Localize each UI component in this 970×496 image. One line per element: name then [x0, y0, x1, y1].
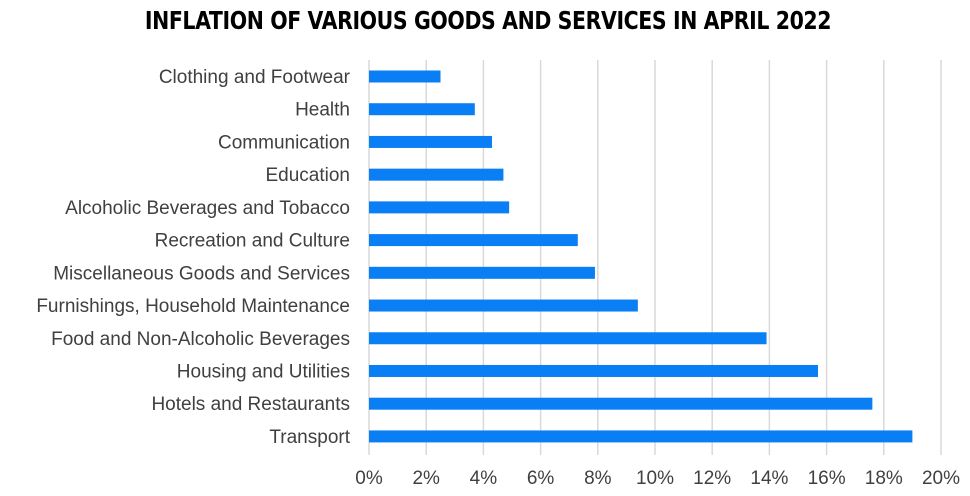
- x-tick-label: 2%: [412, 468, 440, 489]
- category-label: Miscellaneous Goods and Services: [53, 263, 350, 284]
- category-label: Alcoholic Beverages and Tobacco: [65, 198, 350, 219]
- category-label: Housing and Utilities: [177, 361, 350, 382]
- bar: [369, 201, 510, 214]
- bar: [369, 135, 492, 148]
- category-label: Furnishings, Household Maintenance: [36, 296, 350, 317]
- x-tick-label: 8%: [584, 468, 612, 489]
- x-tick-label: 18%: [865, 468, 903, 489]
- x-axis-tick-labels: 0% 2% 4% 6% 8% 10% 12% 14% 16% 18% 20%: [355, 468, 960, 489]
- x-tick-label: 4%: [470, 468, 498, 489]
- gridlines: [368, 60, 942, 455]
- category-label: Communication: [218, 132, 350, 153]
- bar: [369, 234, 578, 247]
- bar: [369, 332, 767, 345]
- category-label: Transport: [269, 427, 350, 448]
- category-label: Education: [265, 165, 350, 186]
- category-label: Recreation and Culture: [155, 231, 350, 252]
- bars: [369, 70, 913, 443]
- x-tick-label: 10%: [636, 468, 674, 489]
- bar: [369, 364, 819, 377]
- x-tick-label: 16%: [808, 468, 846, 489]
- bar: [369, 70, 441, 83]
- category-label: Clothing and Footwear: [159, 67, 351, 88]
- bar: [369, 266, 595, 279]
- x-tick-label: 6%: [527, 468, 555, 489]
- bar: [369, 168, 504, 181]
- chart-title: INFLATION OF VARIOUS GOODS AND SERVICES …: [144, 6, 832, 35]
- x-tick-label: 14%: [750, 468, 788, 489]
- x-tick-label: 12%: [693, 468, 731, 489]
- bar: [369, 397, 873, 410]
- x-tick-label: 0%: [355, 468, 383, 489]
- category-label: Food and Non-Alcoholic Beverages: [51, 329, 350, 350]
- category-label: Hotels and Restaurants: [151, 394, 350, 415]
- bar: [369, 299, 638, 312]
- category-label: Health: [295, 100, 350, 121]
- bar: [369, 103, 475, 116]
- bar: [369, 430, 913, 443]
- category-labels: Clothing and Footwear Health Communication…: [36, 67, 350, 448]
- x-tick-label: 20%: [922, 468, 960, 489]
